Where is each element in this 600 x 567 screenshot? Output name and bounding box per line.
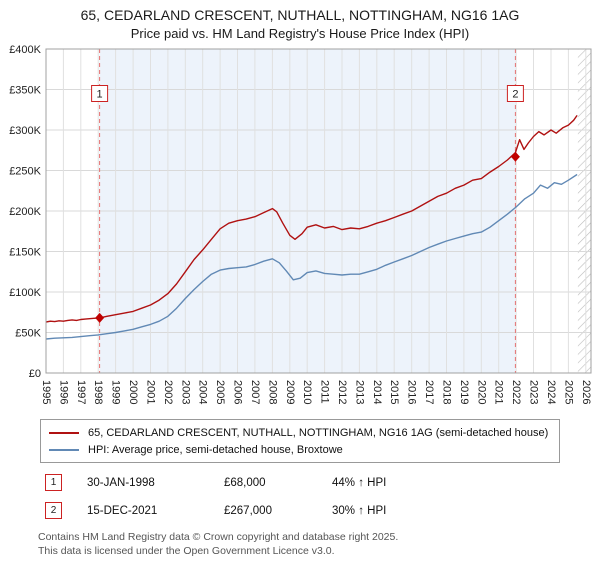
svg-text:2023: 2023 bbox=[528, 380, 540, 404]
legend-label-hpi: HPI: Average price, semi-detached house,… bbox=[88, 443, 343, 456]
svg-text:2021: 2021 bbox=[493, 380, 505, 404]
legend: 65, CEDARLAND CRESCENT, NUTHALL, NOTTING… bbox=[40, 419, 560, 463]
transaction-2-hpi: 30% ↑ HPI bbox=[332, 504, 387, 517]
svg-text:2: 2 bbox=[512, 89, 518, 101]
svg-text:2024: 2024 bbox=[545, 380, 557, 404]
page-subtitle: Price paid vs. HM Land Registry's House … bbox=[130, 26, 470, 41]
svg-text:1999: 1999 bbox=[110, 380, 122, 404]
svg-text:2026: 2026 bbox=[580, 380, 592, 404]
svg-text:2003: 2003 bbox=[179, 380, 191, 404]
svg-text:£100K: £100K bbox=[9, 287, 41, 299]
legend-item-hpi: HPI: Average price, semi-detached house,… bbox=[49, 441, 551, 458]
transaction-list: 1 30-JAN-1998 £68,000 44% ↑ HPI 2 15-DEC… bbox=[45, 474, 600, 519]
svg-text:£200K: £200K bbox=[9, 206, 41, 218]
transaction-1-badge: 1 bbox=[45, 474, 62, 491]
svg-text:2013: 2013 bbox=[353, 380, 365, 404]
property-line-swatch bbox=[49, 431, 79, 434]
footer-line-2: This data is licensed under the Open Gov… bbox=[38, 544, 335, 557]
legend-item-property: 65, CEDARLAND CRESCENT, NUTHALL, NOTTING… bbox=[49, 424, 551, 441]
svg-text:2002: 2002 bbox=[162, 380, 174, 404]
svg-text:1995: 1995 bbox=[40, 380, 52, 404]
svg-text:2004: 2004 bbox=[197, 380, 209, 404]
svg-text:£150K: £150K bbox=[9, 247, 41, 259]
svg-text:£0: £0 bbox=[29, 368, 41, 380]
svg-text:2006: 2006 bbox=[232, 380, 244, 404]
svg-text:2017: 2017 bbox=[423, 380, 435, 404]
legend-label-property: 65, CEDARLAND CRESCENT, NUTHALL, NOTTING… bbox=[88, 426, 549, 439]
svg-text:2001: 2001 bbox=[145, 380, 157, 404]
price-history-chart: £0 £50K £100K £150K £200K £250K £300K £350K £400… bbox=[0, 41, 600, 419]
svg-text:2007: 2007 bbox=[249, 380, 261, 404]
transaction-1-date: 30-JAN-1998 bbox=[87, 476, 155, 489]
svg-text:2014: 2014 bbox=[371, 380, 383, 404]
transaction-2-date: 15-DEC-2021 bbox=[87, 504, 158, 517]
svg-text:2015: 2015 bbox=[388, 380, 400, 404]
license-footer: Contains HM Land Registry data © Crown c… bbox=[38, 531, 600, 558]
svg-text:2016: 2016 bbox=[406, 380, 418, 404]
footer-line-1: Contains HM Land Registry data © Crown c… bbox=[38, 531, 399, 543]
svg-text:2025: 2025 bbox=[562, 380, 574, 404]
svg-text:£400K: £400K bbox=[9, 44, 41, 56]
svg-text:2010: 2010 bbox=[301, 380, 313, 404]
svg-text:2022: 2022 bbox=[510, 380, 522, 404]
transaction-2-badge: 2 bbox=[45, 502, 62, 519]
svg-text:£350K: £350K bbox=[9, 85, 41, 97]
svg-text:1: 1 bbox=[97, 89, 103, 101]
svg-text:2012: 2012 bbox=[336, 380, 348, 404]
svg-text:2020: 2020 bbox=[475, 380, 487, 404]
hpi-chart-page: 65, CEDARLAND CRESCENT, NUTHALL, NOTTING… bbox=[0, 7, 600, 558]
transaction-row-2: 2 15-DEC-2021 £267,000 30% ↑ HPI bbox=[45, 502, 600, 519]
svg-text:£300K: £300K bbox=[9, 125, 41, 137]
transaction-2-price: £267,000 bbox=[224, 504, 272, 517]
svg-text:2009: 2009 bbox=[284, 380, 296, 404]
svg-text:2005: 2005 bbox=[214, 380, 226, 404]
svg-text:£50K: £50K bbox=[15, 328, 41, 340]
transaction-1-hpi: 44% ↑ HPI bbox=[332, 476, 387, 489]
svg-text:2019: 2019 bbox=[458, 380, 470, 404]
svg-text:2011: 2011 bbox=[319, 380, 331, 404]
page-title: 65, CEDARLAND CRESCENT, NUTHALL, NOTTING… bbox=[80, 7, 520, 23]
svg-text:2018: 2018 bbox=[441, 380, 453, 404]
svg-text:2000: 2000 bbox=[127, 380, 139, 404]
svg-text:1997: 1997 bbox=[75, 380, 87, 404]
transaction-row-1: 1 30-JAN-1998 £68,000 44% ↑ HPI bbox=[45, 474, 600, 491]
svg-text:1996: 1996 bbox=[57, 380, 69, 404]
hpi-line-swatch bbox=[49, 448, 79, 451]
svg-text:£250K: £250K bbox=[9, 166, 41, 178]
svg-text:1998: 1998 bbox=[92, 380, 104, 404]
transaction-1-price: £68,000 bbox=[224, 476, 266, 489]
svg-text:2008: 2008 bbox=[266, 380, 278, 404]
